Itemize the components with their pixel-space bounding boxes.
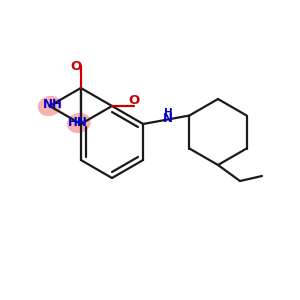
Ellipse shape — [67, 113, 91, 133]
Text: HN: HN — [68, 116, 88, 130]
Ellipse shape — [38, 96, 61, 116]
Text: N: N — [163, 112, 173, 125]
Text: NH: NH — [43, 98, 63, 112]
Text: O: O — [70, 59, 81, 73]
Text: O: O — [128, 94, 140, 106]
Text: H: H — [164, 108, 173, 118]
